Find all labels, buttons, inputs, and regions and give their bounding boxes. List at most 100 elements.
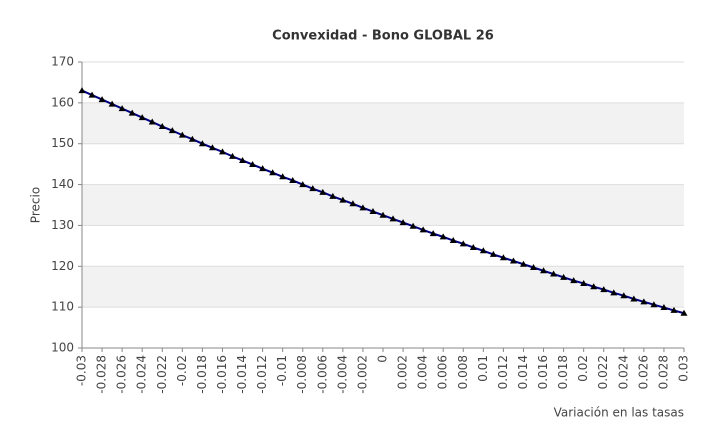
- data-point: [439, 233, 447, 240]
- data-point: [108, 100, 116, 107]
- data-point: [218, 148, 226, 155]
- y-tick-label: 160: [51, 95, 74, 109]
- data-point: [369, 208, 377, 215]
- x-tick-label: 0.026: [636, 355, 650, 389]
- x-tick-label: -0.028: [95, 355, 109, 394]
- data-point: [359, 204, 367, 211]
- x-tick-label: 0.008: [456, 355, 470, 389]
- data-point: [178, 131, 186, 138]
- y-tick-label: 170: [51, 55, 74, 69]
- x-axis-label: Variación en las tasas: [554, 406, 684, 420]
- y-axis-label: Precio: [29, 187, 43, 223]
- data-point: [249, 161, 257, 168]
- data-point: [489, 250, 497, 257]
- x-tick-label: 0.02: [576, 355, 590, 382]
- data-point: [269, 169, 277, 176]
- data-point: [389, 215, 397, 222]
- data-point: [680, 309, 688, 316]
- x-tick-label: 0: [376, 355, 390, 363]
- data-point: [640, 298, 648, 305]
- x-tick-label: -0.004: [335, 355, 349, 394]
- x-tick-label: -0.022: [155, 355, 169, 394]
- x-tick-label: 0.004: [416, 355, 430, 389]
- x-tick-label: 0.012: [496, 355, 510, 389]
- data-point: [168, 127, 176, 134]
- data-point: [459, 240, 467, 247]
- data-point: [118, 105, 126, 112]
- data-point: [449, 237, 457, 244]
- x-tick-label: -0.012: [255, 355, 269, 394]
- data-point: [289, 176, 297, 183]
- data-point: [339, 196, 347, 203]
- data-point: [590, 283, 598, 290]
- x-tick-label: 0.024: [616, 355, 630, 389]
- x-tick-label: 0.022: [596, 355, 610, 389]
- x-tick-label: 0.03: [677, 355, 691, 382]
- data-point: [479, 247, 487, 254]
- data-point: [550, 270, 558, 277]
- data-point: [660, 304, 668, 311]
- data-point: [379, 211, 387, 218]
- data-point: [299, 181, 307, 188]
- data-point: [650, 301, 658, 308]
- data-point: [88, 91, 96, 98]
- data-point: [530, 264, 537, 271]
- x-tick-label: -0.008: [295, 355, 309, 394]
- data-point: [349, 200, 357, 207]
- x-tick-label: -0.026: [115, 355, 129, 394]
- data-point: [98, 96, 106, 103]
- x-tick-label: -0.03: [75, 355, 89, 386]
- x-tick-label: -0.02: [175, 355, 189, 386]
- data-point: [519, 260, 527, 267]
- x-tick-label: -0.002: [355, 355, 369, 394]
- data-point: [469, 243, 477, 250]
- data-point: [188, 135, 196, 142]
- data-point: [620, 292, 628, 299]
- grid-band: [82, 266, 684, 308]
- x-tick-label: 0.028: [656, 355, 670, 389]
- y-tick-label: 140: [51, 177, 74, 191]
- data-point: [229, 152, 236, 159]
- data-point: [158, 123, 166, 130]
- data-point: [540, 267, 548, 274]
- data-point: [670, 306, 678, 313]
- x-tick-label: -0.024: [135, 355, 149, 394]
- y-tick-label: 150: [51, 136, 74, 150]
- x-tick-label: -0.006: [315, 355, 329, 394]
- data-point: [309, 185, 317, 192]
- x-tick-label: 0.01: [476, 355, 490, 382]
- chart-title: Convexidad - Bono GLOBAL 26: [272, 29, 494, 44]
- data-point: [429, 230, 437, 237]
- data-point: [128, 109, 136, 116]
- data-point: [148, 118, 156, 125]
- data-point: [610, 289, 618, 296]
- data-point: [329, 192, 337, 199]
- data-point: [570, 277, 578, 284]
- data-point: [78, 87, 86, 94]
- data-point: [208, 144, 216, 151]
- data-point: [279, 173, 287, 180]
- x-tick-label: -0.016: [215, 355, 229, 394]
- y-tick-label: 100: [51, 341, 74, 355]
- data-point: [509, 257, 517, 264]
- data-point: [419, 226, 427, 233]
- grid-band: [82, 184, 684, 226]
- data-point: [319, 188, 327, 195]
- data-point: [630, 295, 638, 302]
- y-tick-label: 120: [51, 259, 74, 273]
- data-point: [499, 254, 507, 261]
- data-point: [409, 222, 417, 229]
- data-point: [198, 140, 206, 147]
- y-tick-label: 110: [51, 300, 74, 314]
- x-tick-label: -0.018: [195, 355, 209, 394]
- data-point: [138, 114, 146, 121]
- x-tick-label: -0.014: [235, 355, 249, 394]
- data-point: [239, 156, 247, 163]
- data-point: [580, 279, 588, 286]
- x-tick-label: 0.018: [556, 355, 570, 389]
- data-point: [600, 286, 608, 293]
- x-tick-label: 0.002: [396, 355, 410, 389]
- x-tick-label: -0.01: [275, 355, 289, 386]
